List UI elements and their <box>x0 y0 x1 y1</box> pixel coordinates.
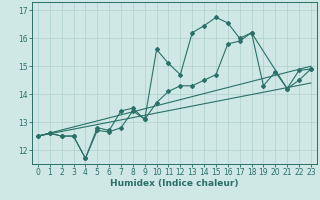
X-axis label: Humidex (Indice chaleur): Humidex (Indice chaleur) <box>110 179 239 188</box>
